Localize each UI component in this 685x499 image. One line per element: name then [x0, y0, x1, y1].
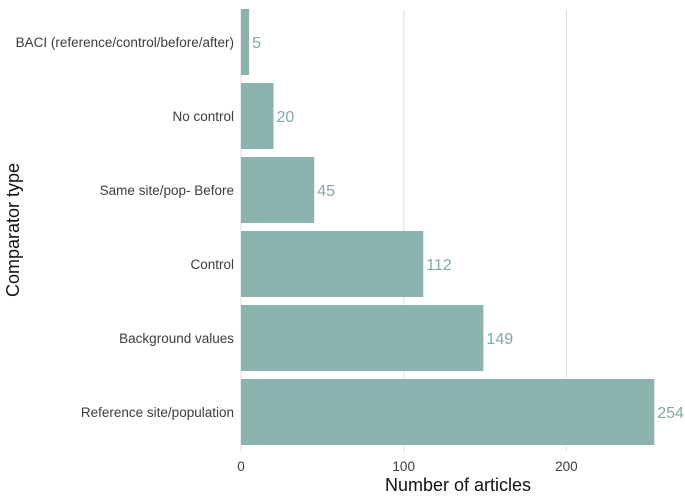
- value-label: 5: [252, 35, 261, 52]
- category-label: Background values: [119, 331, 234, 346]
- x-axis-title: Number of articles: [385, 475, 531, 495]
- category-label: BACI (reference/control/before/after): [16, 35, 234, 50]
- bar: [241, 379, 655, 445]
- value-label: 149: [486, 331, 513, 348]
- value-label: 45: [317, 183, 335, 200]
- value-labels: 5 20 45 112 149 254: [252, 35, 684, 422]
- x-tick-label: 200: [555, 459, 578, 474]
- bar: [241, 305, 484, 371]
- x-tick-labels: 0 100 200: [237, 459, 577, 474]
- value-label: 20: [277, 109, 295, 126]
- value-label: 112: [426, 257, 452, 274]
- category-labels: BACI (reference/control/before/after) No …: [16, 35, 235, 420]
- category-label: Reference site/population: [81, 405, 234, 420]
- y-axis-title: Comparator type: [3, 163, 23, 297]
- category-label: Same site/pop- Before: [100, 183, 234, 198]
- bar: [241, 9, 250, 75]
- bar: [241, 157, 315, 223]
- bars: [241, 9, 655, 445]
- x-tick-label: 100: [392, 459, 415, 474]
- category-label: No control: [172, 109, 234, 124]
- category-label: Control: [190, 257, 234, 272]
- x-tick-label: 0: [237, 459, 245, 474]
- bar: [241, 83, 274, 149]
- bar: [241, 231, 424, 297]
- value-label: 254: [657, 405, 684, 422]
